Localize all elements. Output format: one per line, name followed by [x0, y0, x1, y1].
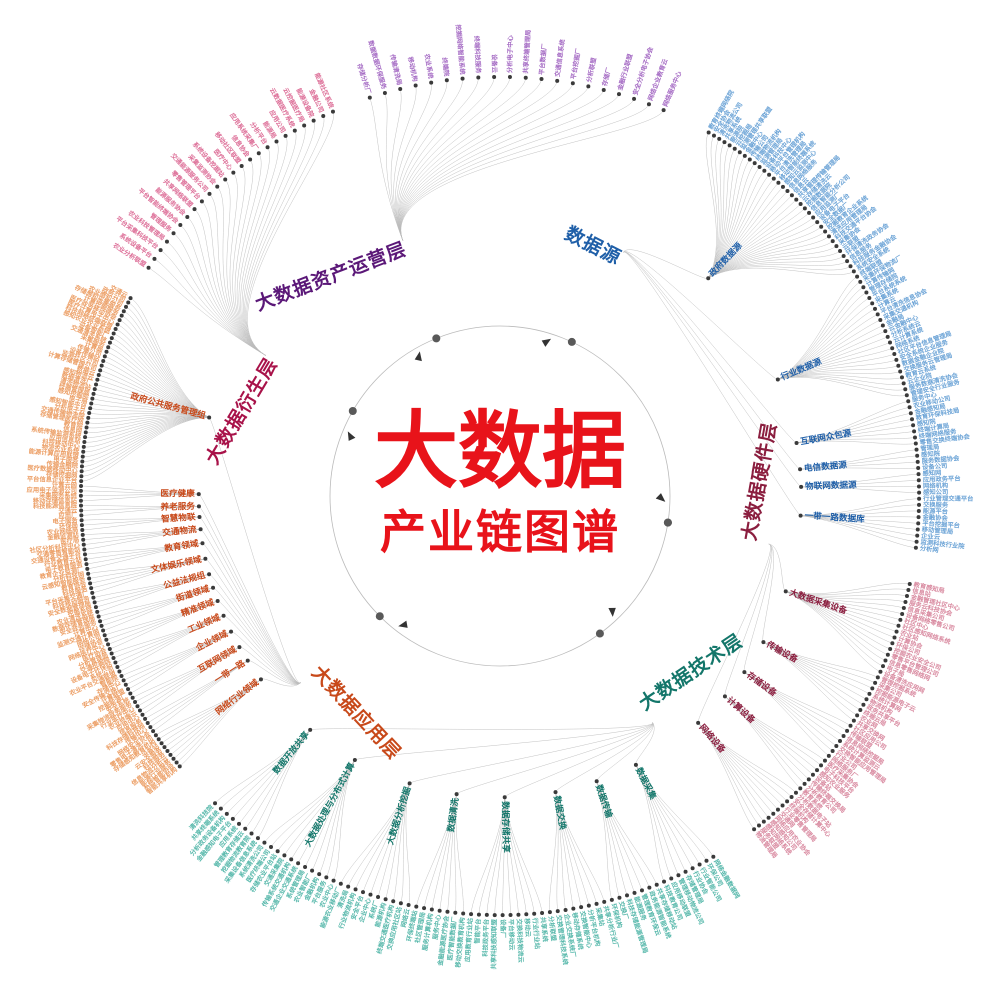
- svg-text:数据存储共享: 数据存储共享: [501, 801, 513, 853]
- svg-text:产业链图谱: 产业链图谱: [380, 506, 620, 558]
- svg-text:设备厂: 设备厂: [499, 919, 508, 939]
- svg-text:医疗健康: 医疗健康: [160, 487, 195, 498]
- svg-text:大数据: 大数据: [374, 404, 626, 498]
- svg-text:物联网数据源: 物联网数据源: [805, 479, 857, 492]
- svg-text:设备云: 设备云: [490, 54, 499, 74]
- svg-text:养老服务: 养老服务: [160, 500, 195, 512]
